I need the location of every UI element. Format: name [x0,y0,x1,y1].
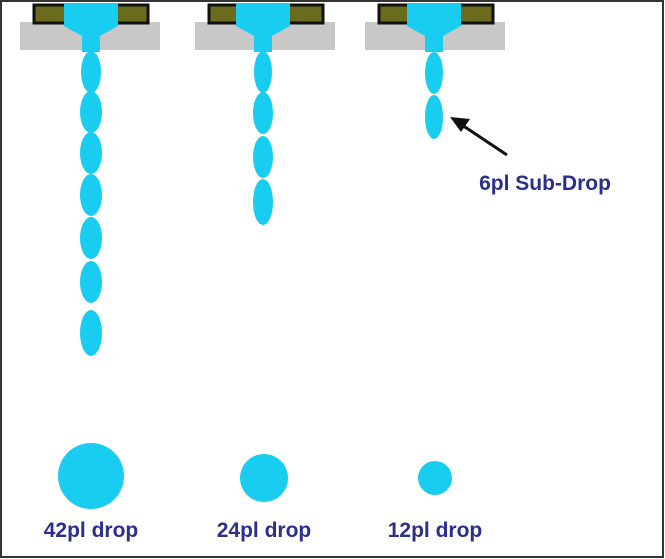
drop-24pl [240,454,288,502]
drop-12pl [418,461,452,495]
drop-label: 24pl drop [217,519,312,542]
drop-42pl [58,443,124,509]
nozzle-42pl [20,3,160,356]
nozzle-12pl [365,3,505,139]
arrow [450,117,508,157]
nozzle-24pl [195,3,335,225]
drop-label: 12pl drop [388,519,483,542]
sub-drop-label: 6pl Sub-Drop [479,172,611,195]
drop-label: 42pl drop [44,519,139,542]
